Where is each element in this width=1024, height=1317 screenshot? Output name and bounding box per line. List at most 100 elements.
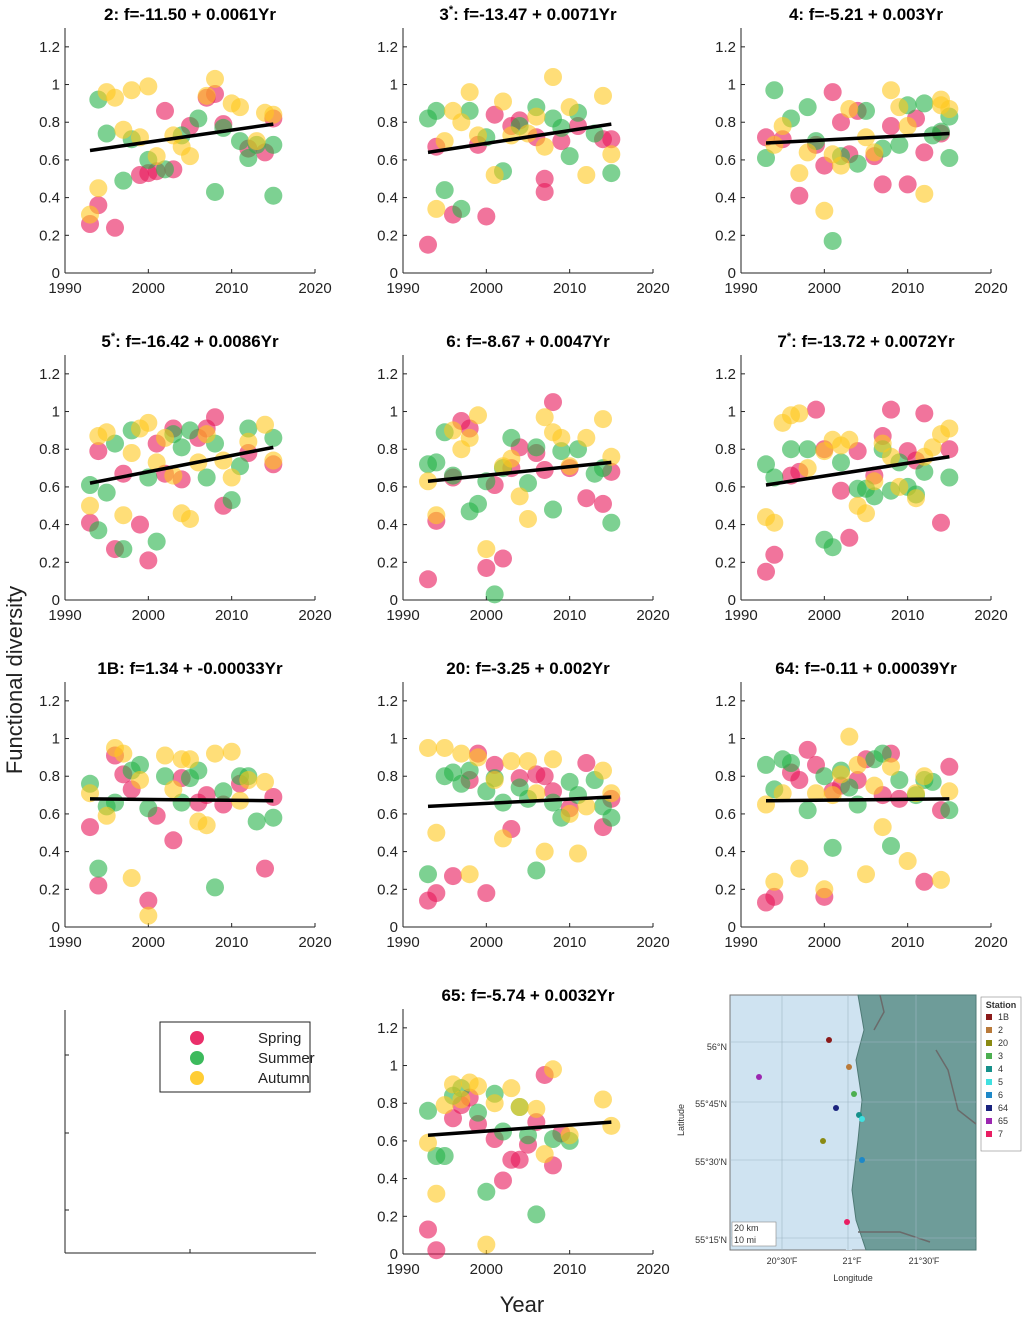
x-tick-label: 1990 [386, 1261, 419, 1278]
station-legend-swatch [986, 1066, 992, 1072]
data-point-autumn [569, 844, 587, 863]
data-point-autumn [477, 540, 496, 559]
data-point-spring [206, 408, 224, 427]
data-point-autumn [97, 806, 116, 825]
x-tick-label: 2020 [298, 934, 331, 951]
data-point-summer [469, 494, 487, 513]
data-point-autumn [197, 425, 216, 444]
y-tick-label: 0.4 [715, 844, 736, 861]
data-point-spring [419, 1220, 437, 1239]
data-point-autumn [181, 750, 199, 769]
data-point-spring [89, 442, 108, 461]
data-point-summer [798, 98, 817, 117]
data-point-autumn [264, 451, 283, 470]
data-point-autumn [840, 100, 859, 119]
data-point-summer [114, 540, 133, 559]
scatter-panels: 2: f=-11.50 + 0.0061Yr00.20.40.60.811.21… [39, 4, 1008, 1278]
data-point-summer [857, 101, 875, 120]
data-point-spring [940, 440, 959, 459]
panel-title: 7*: f=-13.72 + 0.0072Yr [777, 331, 955, 351]
data-point-autumn [114, 506, 133, 525]
station-marker-3 [851, 1091, 857, 1097]
data-point-autumn [832, 156, 850, 175]
x-tick-label: 2020 [298, 607, 331, 624]
data-point-spring [131, 515, 149, 534]
data-point-spring [494, 549, 512, 568]
data-point-spring [932, 513, 950, 532]
map-scalebar [731, 1221, 777, 1247]
data-point-autumn [757, 795, 775, 814]
x-tick-label: 2020 [636, 1261, 669, 1278]
station-legend-label: 64 [998, 1103, 1008, 1113]
x-tick-label: 2010 [891, 934, 924, 951]
data-point-summer [940, 468, 959, 487]
x-tick-label: 1990 [386, 607, 419, 624]
data-point-summer [544, 500, 562, 519]
data-point-summer [264, 135, 283, 154]
data-point-summer [798, 440, 817, 459]
data-point-autumn [815, 201, 834, 220]
data-point-autumn [81, 205, 99, 224]
data-point-summer [231, 132, 249, 151]
data-point-autumn [114, 120, 133, 139]
y-tick-label: 0.2 [377, 881, 398, 898]
data-point-spring [139, 891, 158, 910]
data-point-autumn [882, 81, 900, 100]
data-point-summer [940, 801, 959, 820]
panel-title: 2: f=-11.50 + 0.0061Yr [104, 5, 276, 24]
data-point-summer [865, 487, 884, 506]
data-point-autumn [790, 859, 809, 878]
data-point-spring [898, 175, 917, 194]
data-point-autumn [940, 782, 959, 801]
x-tick-label: 2010 [215, 934, 248, 951]
data-point-spring [535, 169, 554, 188]
data-point-autumn [494, 92, 512, 111]
data-point-spring [882, 400, 900, 419]
y-tick-label: 1 [390, 731, 398, 748]
y-tick-label: 0.8 [377, 1095, 398, 1112]
data-point-summer [97, 483, 116, 502]
data-point-autumn [502, 449, 521, 468]
y-tick-label: 0.8 [377, 114, 398, 131]
data-point-autumn [231, 98, 249, 117]
data-point-summer [114, 171, 133, 190]
y-tick-label: 0 [728, 592, 736, 609]
scatter-panel: 2: f=-11.50 + 0.0061Yr 0 0.2 0.4 0.6 0.8 1 1.2 1… [39, 5, 332, 297]
data-point-spring [427, 884, 446, 903]
data-point-autumn [206, 69, 224, 88]
y-tick-label: 0.2 [715, 227, 736, 244]
data-point-summer [544, 1130, 562, 1149]
station-legend-swatch [986, 1053, 992, 1059]
data-point-spring [477, 207, 496, 226]
data-point-spring [882, 117, 900, 135]
data-point-autumn [882, 447, 900, 466]
y-tick-label: 0.2 [39, 227, 60, 244]
station-legend-label: 5 [998, 1077, 1003, 1087]
data-point-summer [798, 801, 817, 820]
panel-title: 20: f=-3.25 + 0.002Yr [446, 659, 610, 678]
data-point-autumn [848, 755, 867, 774]
data-point-autumn [577, 166, 596, 184]
trend-line [765, 455, 950, 487]
data-point-spring [164, 831, 183, 850]
data-point-summer [527, 1205, 546, 1224]
y-tick-label: 1 [728, 404, 736, 421]
data-point-autumn [865, 776, 884, 795]
y-tick-label: 0 [390, 1246, 398, 1263]
x-tick-label: 2010 [553, 280, 586, 297]
station-marker-64 [833, 1105, 839, 1111]
data-point-autumn [264, 105, 283, 124]
x-tick-label: 2000 [132, 280, 165, 297]
data-point-summer [519, 1126, 537, 1145]
data-point-autumn [502, 1079, 521, 1098]
data-point-autumn [535, 137, 554, 156]
y-tick-label: 0 [52, 919, 60, 936]
data-point-autumn [840, 430, 859, 449]
x-axis-label: Year [500, 1292, 544, 1317]
station-legend-label: 7 [998, 1129, 1003, 1139]
data-point-spring [89, 876, 108, 895]
data-point-summer [172, 438, 191, 457]
data-point-summer [214, 118, 233, 137]
data-point-summer [264, 808, 283, 827]
data-point-summer [239, 149, 258, 168]
